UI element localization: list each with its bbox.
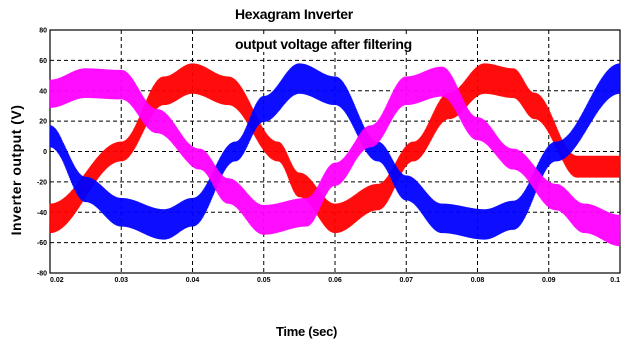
y-axis-label: Inverter output (V) — [8, 104, 24, 236]
y-tick-label: -20 — [37, 179, 47, 186]
x-tick-label: 0.07 — [399, 277, 413, 284]
grid-lines — [50, 30, 620, 273]
x-tick-label: 0.1 — [610, 277, 620, 284]
y-axis-label-container: Inverter output (V) — [2, 60, 30, 280]
y-tick-label: 0 — [43, 149, 47, 156]
chart-title-line-2: output voltage after filtering — [232, 36, 415, 52]
y-tick-label: 60 — [39, 58, 47, 65]
x-tick-label: 0.03 — [114, 277, 128, 284]
y-tick-label: -40 — [37, 210, 47, 217]
series-layer — [49, 63, 621, 247]
x-tick-label: 0.09 — [542, 277, 556, 284]
x-axis-label: Time (sec) — [276, 324, 338, 339]
x-tick-label: 0.04 — [186, 277, 200, 284]
y-tick-label: 20 — [39, 119, 47, 126]
y-tick-label: 40 — [39, 88, 47, 95]
y-tick-labels: 80 60 40 20 0 -20 -40 -60 -80 — [37, 28, 47, 278]
x-tick-labels: 0.02 0.03 0.04 0.05 0.06 0.07 0.08 0.09 0.1 — [50, 277, 620, 284]
y-tick-label: -60 — [37, 240, 47, 247]
x-tick-label: 0.05 — [257, 277, 271, 284]
x-tick-label: 0.06 — [328, 277, 342, 284]
x-tick-label: 0.02 — [50, 277, 64, 284]
x-tick-label: 0.08 — [471, 277, 485, 284]
series-line-3 — [49, 66, 621, 247]
series-line-2 — [49, 63, 621, 240]
y-tick-label: -80 — [37, 271, 47, 278]
chart-title-line-1: Hexagram Inverter — [232, 6, 356, 22]
y-tick-label: 80 — [39, 28, 47, 35]
